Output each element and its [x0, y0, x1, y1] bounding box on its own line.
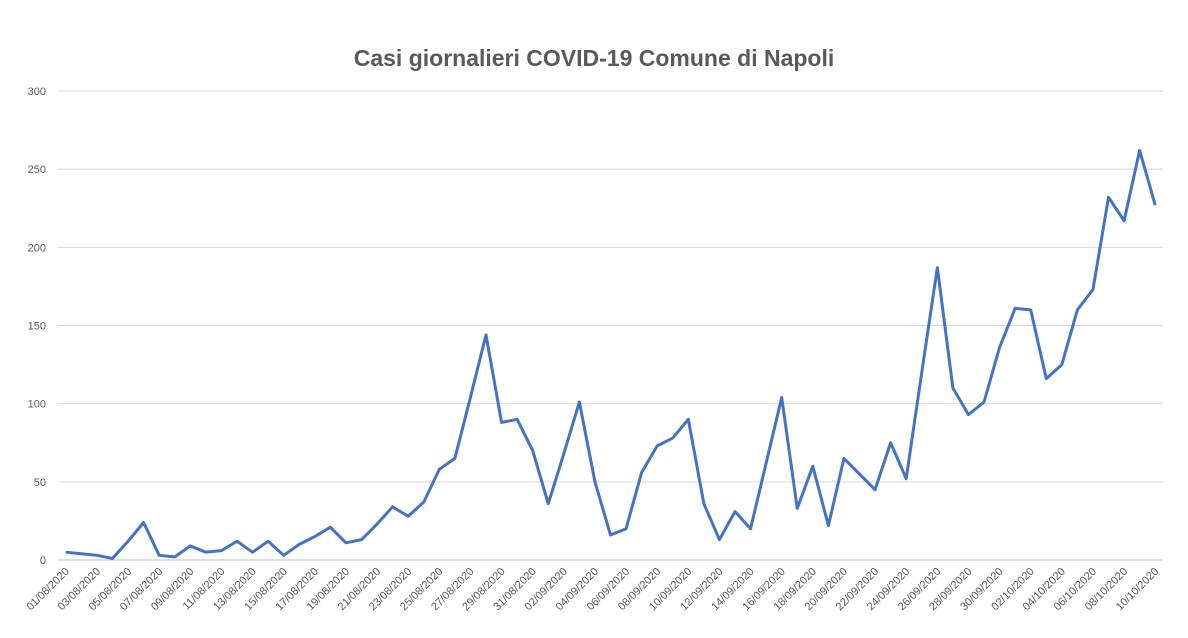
y-tick-label: 0	[40, 555, 46, 567]
chart-title: Casi giornalieri COVID-19 Comune di Napo…	[354, 45, 835, 71]
line-series	[65, 148, 1157, 560]
y-tick-label: 250	[28, 164, 46, 176]
y-tick-label: 150	[28, 321, 46, 333]
y-tick-label: 100	[28, 399, 46, 411]
y-tick-label: 200	[28, 242, 46, 254]
y-tick-label: 300	[28, 86, 46, 98]
y-tick-label: 50	[34, 477, 46, 489]
